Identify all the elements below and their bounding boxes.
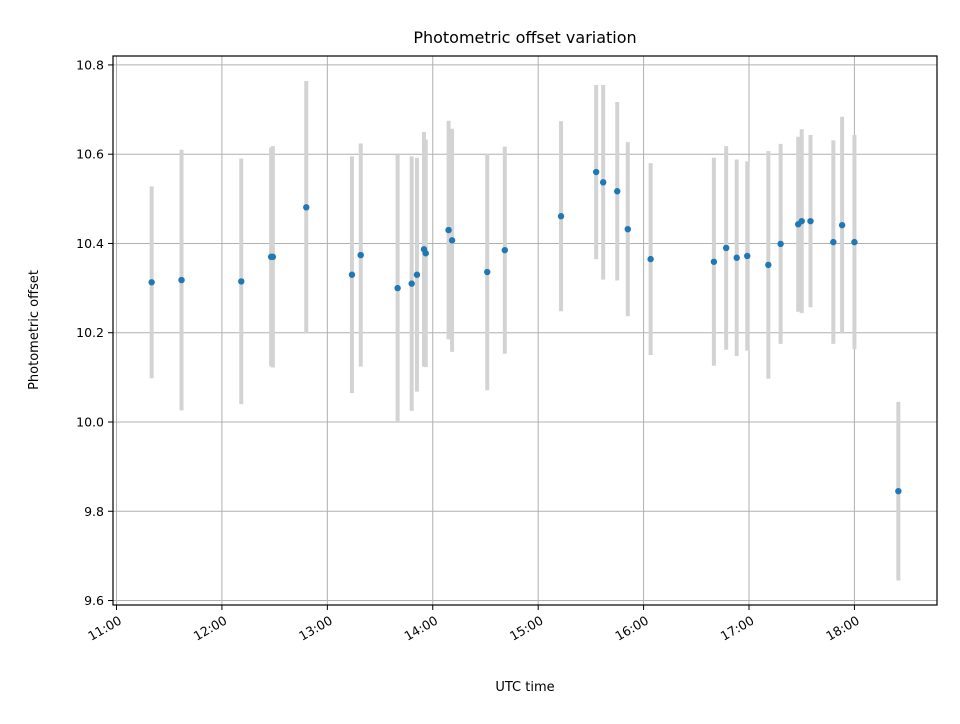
data-point: [502, 247, 508, 253]
data-point: [148, 279, 154, 285]
data-point: [238, 278, 244, 284]
data-point: [358, 252, 364, 258]
data-point: [349, 272, 355, 278]
x-tick-label: 11:00: [85, 613, 124, 644]
data-point: [647, 256, 653, 262]
x-tick-label: 15:00: [507, 613, 546, 644]
data-point: [414, 272, 420, 278]
y-tick-label: 9.6: [84, 593, 104, 608]
data-point: [734, 255, 740, 261]
data-point: [625, 226, 631, 232]
x-tick-label: 17:00: [718, 613, 757, 644]
data-point: [445, 227, 451, 233]
data-point: [839, 222, 845, 228]
data-point: [895, 488, 901, 494]
data-point: [270, 254, 276, 260]
y-tick-label: 10.2: [76, 325, 104, 340]
y-tick-label: 10.0: [76, 415, 104, 430]
data-point: [799, 218, 805, 224]
data-point: [600, 179, 606, 185]
data-point: [593, 169, 599, 175]
x-tick-label: 14:00: [402, 613, 441, 644]
data-point: [807, 218, 813, 224]
data-point: [558, 213, 564, 219]
data-point: [449, 237, 455, 243]
y-axis-label: Photometric offset: [27, 270, 42, 390]
data-point: [723, 245, 729, 251]
data-point: [178, 277, 184, 283]
chart-title: Photometric offset variation: [413, 28, 636, 47]
data-point: [777, 241, 783, 247]
data-point: [765, 262, 771, 268]
x-axis-ticks: 11:00 12:00 13:00 14:00 15:00 16:00 17:00 18:00: [85, 605, 862, 644]
data-point: [394, 285, 400, 291]
y-tick-label: 9.8: [84, 504, 104, 519]
y-tick-label: 10.8: [76, 57, 104, 72]
x-tick-label: 12:00: [191, 613, 230, 644]
data-point: [614, 188, 620, 194]
y-axis-ticks: 9.6 9.8 10.0 10.2 10.4 10.6 10.8: [76, 57, 113, 608]
data-point: [851, 239, 857, 245]
plot-background: [113, 56, 937, 605]
data-point: [711, 259, 717, 265]
data-point: [830, 239, 836, 245]
data-point: [303, 204, 309, 210]
data-point: [423, 250, 429, 256]
y-tick-label: 10.4: [76, 236, 104, 251]
data-point: [484, 269, 490, 275]
x-tick-label: 18:00: [823, 613, 862, 644]
data-point: [744, 253, 750, 259]
chart: 11:00 12:00 13:00 14:00 15:00 16:00 17:00 18:00…: [0, 0, 960, 720]
y-tick-label: 10.6: [76, 147, 104, 162]
x-axis-label: UTC time: [495, 680, 554, 695]
x-tick-label: 13:00: [296, 613, 335, 644]
x-tick-label: 16:00: [612, 613, 651, 644]
data-point: [408, 280, 414, 286]
